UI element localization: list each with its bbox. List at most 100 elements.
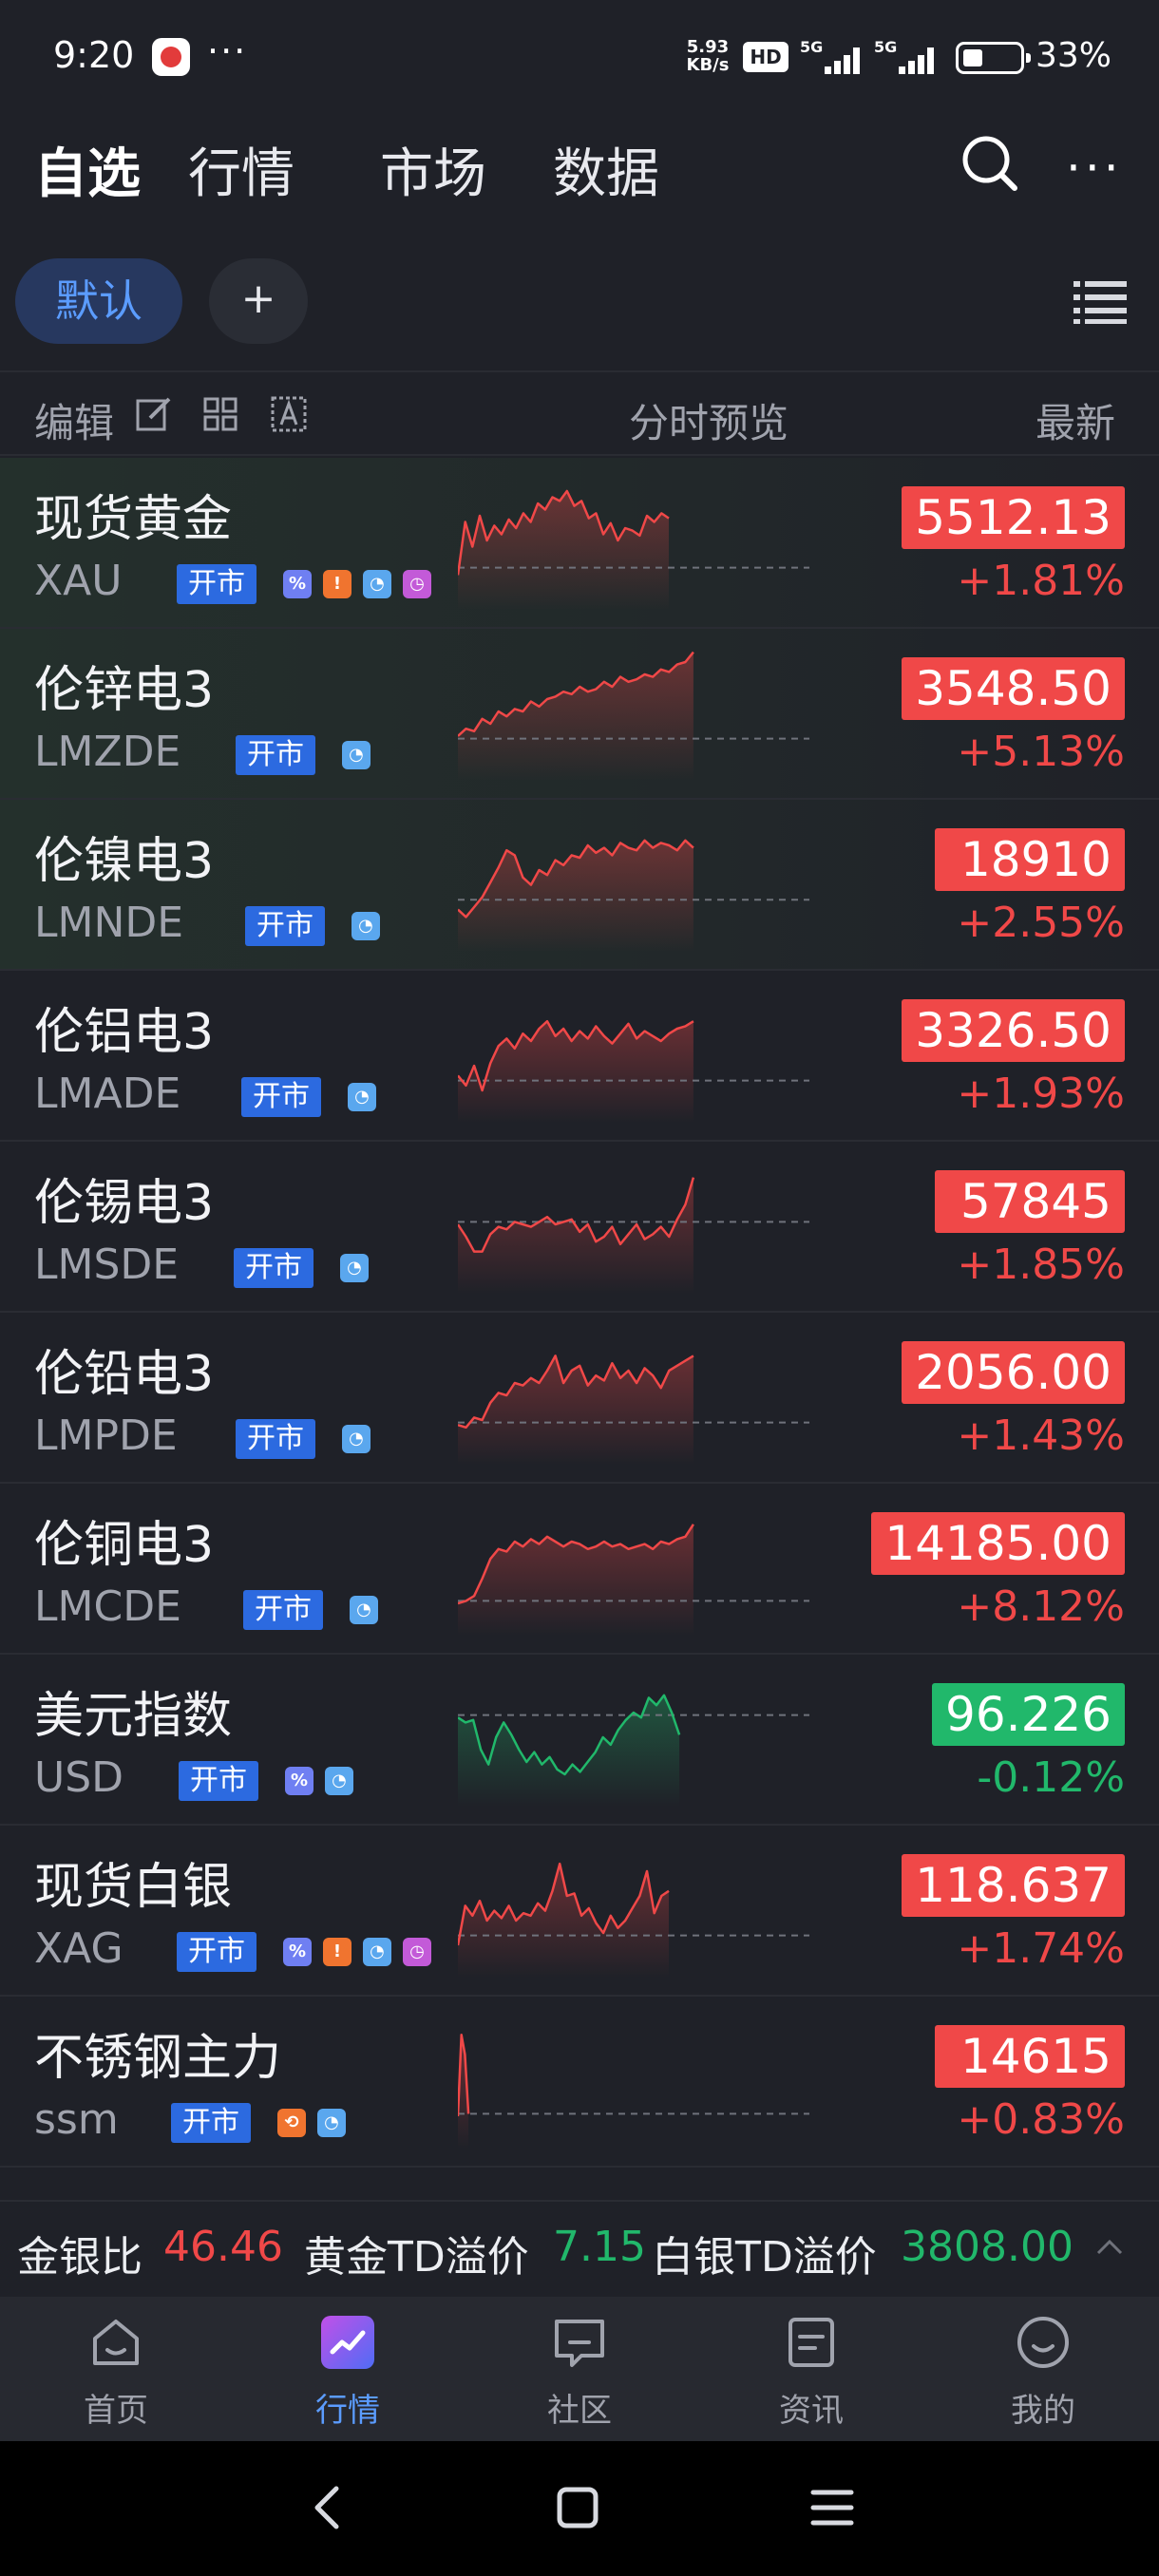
nav-community[interactable]: 社区 [464,2297,695,2441]
intraday-sparkline [458,1694,809,1807]
nav-market[interactable]: 行情 [232,2297,464,2441]
instrument-name: 伦锌电3 [34,662,215,719]
instrument-code: LMSDE [34,1241,180,1289]
market-open-badge: 开市 [241,1077,321,1117]
home-icon [93,2320,139,2365]
chevron-up-icon[interactable] [1092,2230,1127,2264]
list-item[interactable]: 伦铝电3 LMADE 开市 ◔ 3326.50 +1.93% [0,971,1159,1142]
instrument-code: USD [34,1753,124,1802]
edit-icon[interactable] [135,395,173,433]
nav-market-label: 行情 [315,2392,380,2430]
pie-icon: ◔ [317,2109,346,2137]
pie-icon: ◔ [342,1425,370,1453]
list-item[interactable]: 伦铅电3 LMPDE 开市 ◔ 2056.00 +1.43% [0,1313,1159,1484]
hd-icon: HD [743,42,788,72]
latest-price[interactable]: 96.226 [932,1683,1125,1746]
system-nav-bar [0,2441,1159,2576]
latest-price[interactable]: 14185.00 [871,1512,1125,1575]
list-item[interactable]: 不锈钢主力 ssm 开市 ⟲ ◔ 14615 +0.83% [0,1997,1159,2168]
instrument-name: 伦铝电3 [34,1004,215,1061]
pie-icon: ◔ [350,1596,378,1624]
list-item[interactable]: 现货黄金 XAU 开市%! ◔ ◷ 5512.13 +1.81% [0,458,1159,629]
status-more-indicator: ··· [207,30,248,72]
latest-price[interactable]: 5512.13 [902,486,1125,549]
latest-column-label[interactable]: 最新 [1036,400,1116,446]
latest-price[interactable]: 3326.50 [902,999,1125,1062]
pie-icon: ◔ [340,1254,369,1282]
sparkline-line [458,489,670,576]
app-notification-icon [152,38,190,76]
nav-home-label: 首页 [84,2392,148,2430]
tab-market[interactable]: 市场 [380,143,486,205]
back-icon[interactable] [300,2479,357,2536]
instrument-code: LMNDE [34,899,184,947]
signal-icon: 5G [800,38,868,76]
status-bar: 9:20 ··· 5.93 KB/s HD 5G 5G 33% [0,0,1159,104]
more-menu-icon[interactable]: ··· [1066,141,1123,196]
ratio-ticker[interactable]: 金银比 46.46 黄金TD溢价 7.15 白银TD溢价 3808.00 [0,2200,1159,2295]
edit-label[interactable]: 编辑 [34,400,115,446]
list-settings-icon[interactable] [1074,277,1127,325]
instrument-name: 伦铜电3 [34,1517,215,1574]
swap-icon: ⟲ [277,2109,306,2137]
bottom-nav: 首页 行情 社区 资讯 我的 [0,2297,1159,2441]
tab-quotes[interactable]: 行情 [188,143,294,205]
list-item[interactable]: 伦镍电3 LMNDE 开市 ◔ 18910 +2.55% [0,800,1159,971]
market-open-badge: 开市 [236,735,315,775]
nav-profile[interactable]: 我的 [927,2297,1159,2441]
instrument-code: XAG [34,1924,124,1973]
pie-icon: ◔ [325,1767,353,1795]
gold-silver-ratio-value: 46.46 [163,2223,283,2271]
search-icon[interactable] [960,133,1020,194]
tab-data[interactable]: 数据 [553,143,659,205]
group-bar: 默认 + [0,249,1159,353]
nav-home[interactable]: 首页 [0,2297,232,2441]
instrument-code: LMPDE [34,1411,178,1460]
market-open-badge: 开市 [177,1932,256,1972]
latest-price[interactable]: 14615 [935,2025,1125,2088]
list-item[interactable]: 现货白银 XAG 开市%! ◔ ◷ 118.637 +1.74% [0,1826,1159,1997]
market-icon [321,2316,374,2369]
font-size-icon[interactable] [270,395,308,433]
community-icon [555,2320,604,2367]
instrument-name: 现货白银 [34,1859,233,1916]
latest-price[interactable]: 118.637 [902,1854,1125,1917]
group-default-chip[interactable]: 默认 [15,258,182,344]
market-open-badge: 开市 [234,1248,314,1288]
latest-price[interactable]: 2056.00 [902,1341,1125,1404]
list-item[interactable]: 美元指数 USD 开市% ◔ 96.226 -0.12% [0,1655,1159,1826]
net-speed-unit: KB/s [686,55,730,75]
instrument-code: LMZDE [34,728,181,776]
silver-td-premium-value: 3808.00 [901,2223,1074,2271]
list-item[interactable]: 伦锡电3 LMSDE 开市 ◔ 57845 +1.85% [0,1142,1159,1313]
silver-td-premium-label: 白银TD溢价 [652,2233,877,2282]
news-icon [788,2318,834,2367]
tab-watchlist[interactable]: 自选 [34,143,141,205]
grid-icon[interactable] [201,395,239,433]
latest-price[interactable]: 3548.50 [902,657,1125,720]
change-percent: +1.85% [957,1241,1125,1289]
menu-icon[interactable] [804,2479,861,2536]
home-button-icon[interactable] [549,2479,606,2536]
instrument-name: 伦铅电3 [34,1346,215,1403]
market-open-badge: 开市 [245,906,325,946]
intraday-sparkline [458,1354,809,1465]
battery-percent: 33% [1036,36,1112,75]
battery-icon [956,42,1031,74]
intraday-sparkline [458,839,809,952]
latest-price[interactable]: 57845 [935,1170,1125,1233]
clock-icon: ◷ [403,570,431,598]
nav-news[interactable]: 资讯 [695,2297,927,2441]
list-item[interactable]: 伦锌电3 LMZDE 开市 ◔ 3548.50 +5.13% [0,629,1159,800]
market-open-badge: 开市 [171,2103,251,2143]
latest-price[interactable]: 18910 [935,828,1125,891]
market-open-badge: 开市 [177,564,256,604]
sparkline-area [458,1864,669,1978]
sparkline-line [458,1694,681,1776]
instrument-name: 不锈钢主力 [34,2030,282,2087]
add-group-button[interactable]: + [209,258,308,344]
sparkline-line [458,1354,694,1430]
sparkline-area [458,491,669,610]
nav-community-label: 社区 [547,2392,612,2430]
list-item[interactable]: 伦铜电3 LMCDE 开市 ◔ 14185.00 +8.12% [0,1484,1159,1655]
